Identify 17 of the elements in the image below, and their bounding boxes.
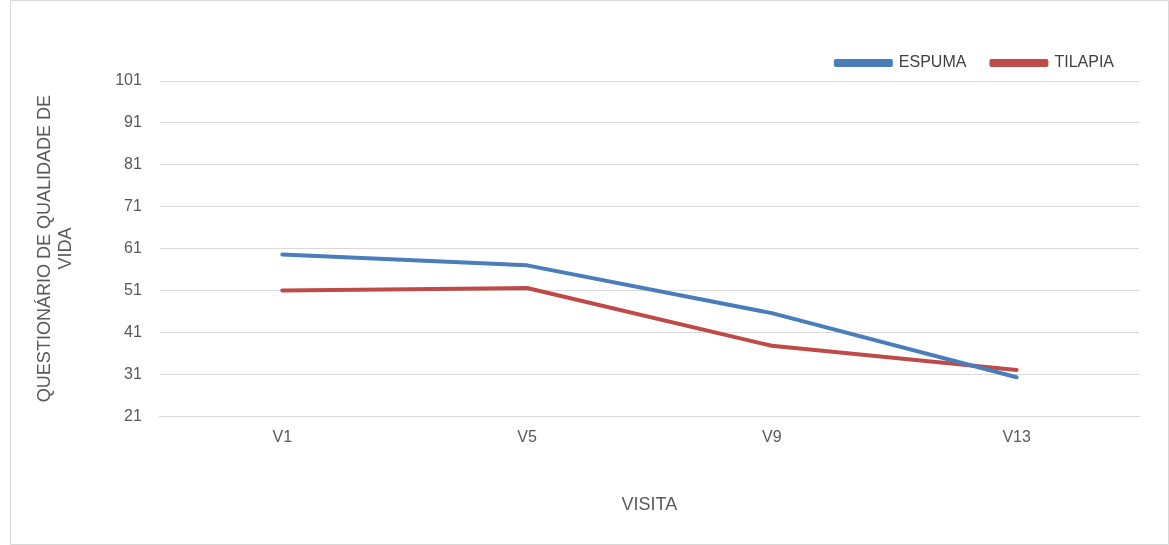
y-tick-label: 91: [124, 113, 142, 131]
y-tick-label: 101: [115, 71, 142, 89]
y-tick-label: 31: [124, 364, 142, 382]
y-tick-label: 61: [124, 239, 142, 257]
y-tick-label: 41: [124, 322, 142, 340]
y-axis-title: QUESTIONÁRIO DE QUALIDADE DE VIDA: [33, 95, 76, 403]
x-tick-label: V13: [1002, 428, 1031, 446]
x-axis-title: VISITA: [621, 494, 678, 515]
x-tick-label: V1: [272, 428, 293, 446]
legend-label: TILAPIA: [1054, 53, 1115, 71]
y-tick-label: 51: [124, 280, 142, 298]
x-tick-label: V5: [517, 428, 537, 446]
y-tick-label: 21: [124, 406, 142, 424]
legend-label: ESPUMA: [898, 53, 967, 71]
y-tick-label: 81: [124, 155, 142, 173]
x-tick-label: V9: [762, 428, 782, 446]
y-tick-label: 71: [124, 197, 142, 215]
